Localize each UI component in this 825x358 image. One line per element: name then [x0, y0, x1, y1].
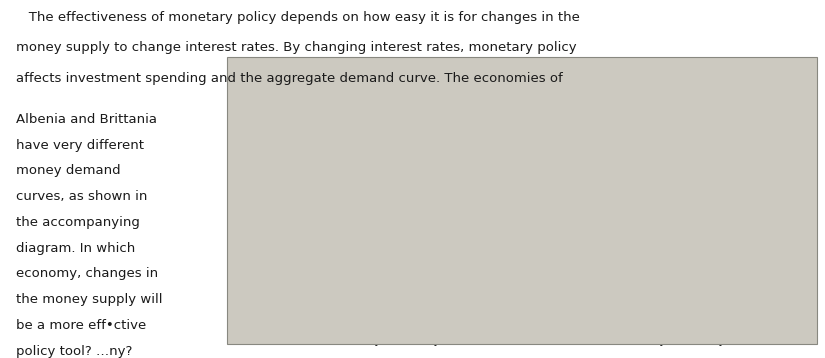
- Text: M1: M1: [365, 307, 381, 317]
- Text: Quantity of money: Quantity of money: [615, 333, 725, 345]
- Text: rate, r: rate, r: [240, 128, 274, 138]
- Text: economy, changes in: economy, changes in: [16, 267, 158, 280]
- Text: The effectiveness of monetary policy depends on how easy it is for changes in th: The effectiveness of monetary policy dep…: [16, 11, 580, 24]
- Text: MD: MD: [787, 196, 807, 209]
- Text: MS1: MS1: [361, 85, 385, 98]
- Text: Albenia and Brittania: Albenia and Brittania: [16, 113, 158, 126]
- Text: rate, r: rate, r: [525, 128, 559, 138]
- Text: r1: r1: [526, 178, 537, 188]
- Text: policy tool? …ny?: policy tool? …ny?: [16, 345, 133, 358]
- Text: money demand: money demand: [16, 164, 121, 177]
- Text: (a) Albenia: (a) Albenia: [429, 104, 493, 117]
- Text: curves, as shown in: curves, as shown in: [16, 190, 148, 203]
- Text: r1: r1: [241, 198, 252, 208]
- Text: affects investment spending and the aggregate demand curve. The economies of: affects investment spending and the aggr…: [16, 72, 563, 84]
- Text: M1: M1: [649, 307, 666, 317]
- Text: diagram. In which: diagram. In which: [16, 242, 136, 255]
- Text: Quantity of money: Quantity of money: [331, 333, 441, 345]
- Text: the money supply will: the money supply will: [16, 293, 163, 306]
- Text: money supply to change interest rates. By changing interest rates, monetary poli: money supply to change interest rates. B…: [16, 41, 578, 54]
- Text: Interest: Interest: [240, 104, 283, 114]
- Text: be a more eff•ctive: be a more eff•ctive: [16, 319, 147, 332]
- Text: the accompanying: the accompanying: [16, 216, 140, 229]
- Text: have very different: have very different: [16, 139, 144, 151]
- Text: (b) Brittania: (b) Brittania: [710, 104, 782, 117]
- Text: Interest: Interest: [525, 104, 568, 114]
- Text: MD: MD: [490, 281, 509, 294]
- Text: MS1: MS1: [645, 85, 670, 98]
